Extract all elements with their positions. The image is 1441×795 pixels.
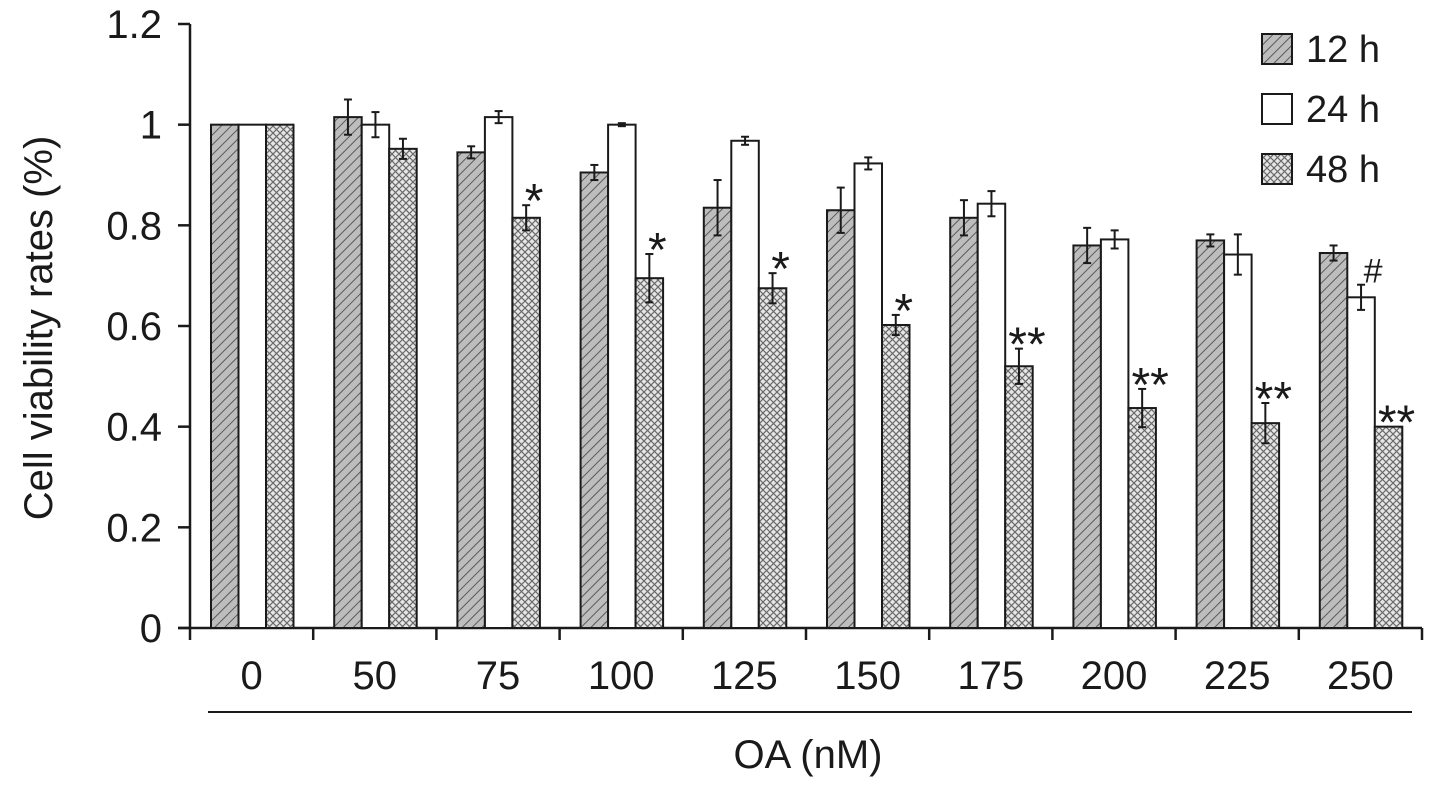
legend-label: 12 h [1306,29,1380,71]
bar-48h-250 [1373,425,1404,629]
significance-hash: # [1364,253,1383,291]
y-axis-title: Cell viability rates (%) [17,136,61,521]
y-tick-label: 0 [140,607,162,651]
legend-label: 48 h [1306,149,1380,191]
legend-swatch [1261,153,1293,185]
bar-24h-225 [1223,253,1253,629]
bar-12h-75 [456,151,486,629]
x-tick-label: 100 [588,654,655,698]
y-tick-label: 0.2 [106,506,162,550]
bars-group [210,116,1404,630]
x-tick-label: 225 [1204,654,1271,698]
annotations-group: ** ****** ** **# [525,175,1415,449]
bar-24h-100 [607,123,637,630]
bar-48h-225 [1250,422,1281,630]
significance-star: ** [1255,373,1292,426]
bar-48h-200 [1127,407,1157,629]
legend: 12 h 24 h 48 h [1261,29,1380,191]
bar-24h-175 [976,202,1007,629]
bar-12h-200 [1072,244,1102,629]
bar-24h-50 [360,123,391,630]
bar-12h-125 [702,206,733,629]
x-tick-label: 250 [1327,654,1394,698]
significance-star: ** [1008,319,1045,372]
x-tick-label: 150 [834,654,901,698]
bar-24h-200 [1099,238,1130,629]
significance-star: * [894,285,913,338]
bar-12h-50 [333,116,363,629]
bar-12h-150 [826,209,856,629]
x-tick-label: 175 [957,654,1024,698]
x-tick-label: 50 [353,654,398,698]
y-tick-label: 0.6 [106,305,162,349]
y-tick-label: 1 [140,104,162,148]
bar-12h-225 [1195,239,1226,630]
y-tick-label: 0.4 [106,406,162,450]
significance-star: ** [1131,359,1168,412]
significance-star: * [771,243,790,296]
x-tick-label: 125 [711,654,778,698]
x-axis-title: OA (nM) [734,733,883,777]
axes-group: 0 0.2 0.4 0.6 0.8 1 1.2 0 50 75 100 125 150 175 200 225… [106,3,1424,713]
y-tick-label: 1.2 [106,3,162,47]
bar-24h-150 [853,162,883,629]
bar-12h-100 [579,171,610,629]
bar-24h-75 [483,116,514,629]
bar-48h-150 [881,323,911,629]
bar-48h-75 [511,216,541,630]
legend-swatch [1261,33,1293,65]
error-bars-group [343,98,1366,445]
x-tick-label: 75 [476,654,521,698]
significance-star: ** [1378,397,1415,450]
x-tick-label: 200 [1081,654,1148,698]
bar-48h-100 [634,277,665,629]
x-tick-label: 0 [240,654,262,698]
bar-48h-0 [265,123,295,630]
bar-24h-250 [1346,296,1376,629]
legend-swatch [1261,93,1293,125]
significance-star: * [525,175,544,228]
legend-label: 24 h [1306,89,1380,131]
bar-48h-50 [388,147,418,629]
bar-24h-0 [237,123,267,630]
y-tick-label: 0.8 [106,204,162,248]
bar-12h-175 [949,216,979,630]
bar-12h-0 [210,123,240,630]
bar-12h-250 [1318,252,1349,629]
significance-star: * [648,224,667,277]
bar-24h-125 [730,139,760,629]
bar-48h-175 [1004,365,1034,629]
bar-48h-125 [757,287,788,629]
